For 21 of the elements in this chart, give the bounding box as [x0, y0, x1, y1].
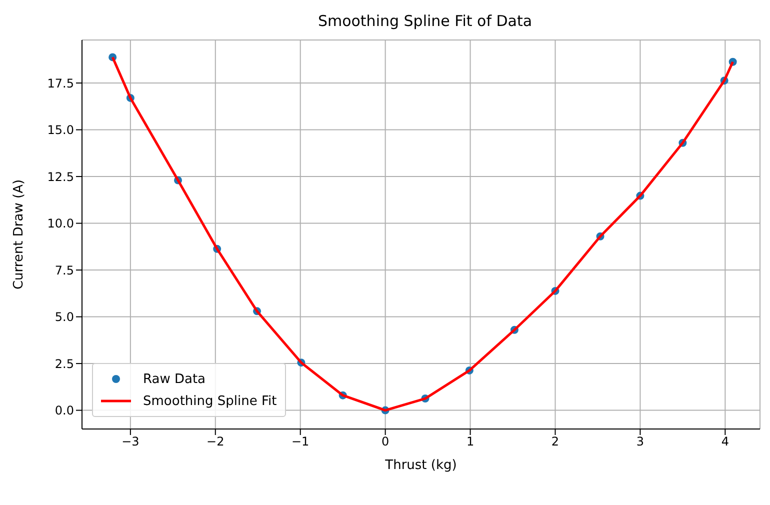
x-tick-label: −3 [122, 434, 140, 449]
chart-title: Smoothing Spline Fit of Data [316, 12, 534, 30]
legend-label: Smoothing Spline Fit [143, 394, 277, 408]
x-tick-label: 4 [721, 434, 729, 449]
y-tick-label: 5.0 [54, 310, 74, 324]
x-tick-label: 0 [381, 434, 390, 449]
y-tick-label: 15.0 [47, 123, 74, 138]
x-tick-label: 1 [466, 434, 474, 449]
y-tick-label: 0.0 [54, 404, 74, 418]
y-tick-label: 2.5 [54, 356, 74, 371]
y-tick-label: 12.5 [47, 170, 74, 184]
y-tick-label: 10.0 [47, 216, 74, 231]
y-tick-label: 17.5 [47, 76, 74, 90]
y-tick-label: 7.5 [54, 263, 74, 278]
x-tick-label: −1 [292, 434, 310, 449]
x-tick-label: 2 [551, 434, 560, 449]
legend-label: Raw Data [143, 372, 206, 386]
x-tick-label: −2 [206, 434, 224, 449]
y-axis-title: Current Draw (A) [12, 179, 27, 290]
x-axis-title: Thrust (kg) [384, 458, 457, 473]
x-tick-label: 3 [636, 434, 644, 449]
